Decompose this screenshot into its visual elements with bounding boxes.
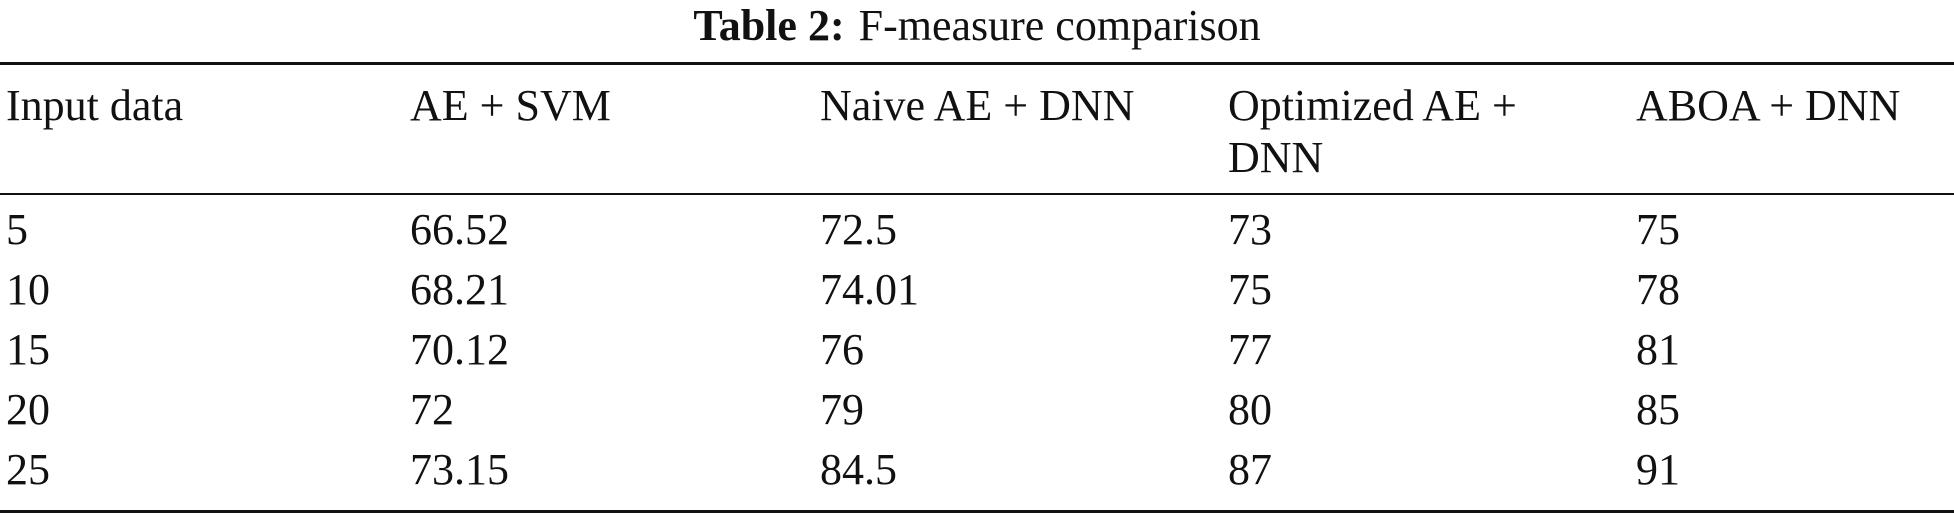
cell-ae-svm: 70.12 [410,325,509,374]
table-row: 25 73.15 84.5 87 91 [0,440,1954,500]
cell-optimized-ae-dnn: 73 [1228,205,1272,254]
cell-naive-ae-dnn: 72.5 [820,205,897,254]
table-caption-label: Table 2: [693,1,845,50]
cell-ae-svm: 66.52 [410,205,509,254]
cell-naive-ae-dnn: 76 [820,325,864,374]
header-ae-svm: AE + SVM [410,81,611,130]
cell-naive-ae-dnn: 84.5 [820,445,897,494]
cell-input-data: 15 [6,325,50,374]
cell-ae-svm: 73.15 [410,445,509,494]
cell-input-data: 20 [6,385,50,434]
cell-naive-ae-dnn: 79 [820,385,864,434]
table-caption: Table 2: F-measure comparison [0,0,1954,52]
table-bottom-rule [0,510,1954,513]
cell-ae-svm: 72 [410,385,454,434]
cell-aboa-dnn: 85 [1636,385,1680,434]
cell-aboa-dnn: 75 [1636,205,1680,254]
cell-input-data: 5 [6,205,28,254]
header-naive-ae-dnn: Naive AE + DNN [820,81,1135,130]
cell-input-data: 25 [6,445,50,494]
cell-optimized-ae-dnn: 80 [1228,385,1272,434]
cell-ae-svm: 68.21 [410,265,509,314]
header-input-data: Input data [6,81,184,130]
cell-aboa-dnn: 91 [1636,445,1680,494]
table-row: 5 66.52 72.5 73 75 [0,200,1954,260]
cell-aboa-dnn: 78 [1636,265,1680,314]
cell-optimized-ae-dnn: 87 [1228,445,1272,494]
table-row: 15 70.12 76 77 81 [0,320,1954,380]
cell-input-data: 10 [6,265,50,314]
table-top-rule [0,62,1954,65]
header-optimized-ae-dnn: Optimized AE + DNN [1228,81,1517,182]
cell-naive-ae-dnn: 74.01 [820,265,919,314]
cell-optimized-ae-dnn: 75 [1228,265,1272,314]
cell-optimized-ae-dnn: 77 [1228,325,1272,374]
table-row: 20 72 79 80 85 [0,380,1954,440]
header-aboa-dnn: ABOA + DNN [1636,81,1901,130]
table-caption-text: F-measure comparison [858,1,1261,50]
table-row: 10 68.21 74.01 75 78 [0,260,1954,320]
table-header-rule [0,193,1954,195]
cell-aboa-dnn: 81 [1636,325,1680,374]
